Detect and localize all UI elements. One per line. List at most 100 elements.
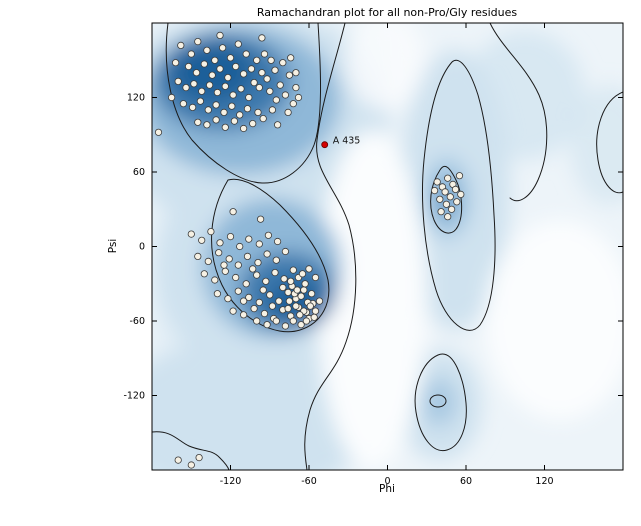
residue-point bbox=[221, 123, 229, 131]
y-tick-label: 120 bbox=[127, 93, 145, 104]
residue-point bbox=[453, 198, 461, 206]
residue-point bbox=[187, 461, 195, 469]
residue-point bbox=[298, 270, 307, 278]
residue-point bbox=[249, 120, 257, 128]
residue-point bbox=[253, 271, 261, 279]
residue-point bbox=[276, 81, 284, 89]
residue-point bbox=[200, 270, 208, 278]
y-tick-label: 60 bbox=[133, 167, 145, 178]
residue-point bbox=[285, 297, 293, 305]
x-tick-label: 120 bbox=[535, 476, 553, 487]
residue-point bbox=[245, 293, 253, 301]
residue-point bbox=[240, 70, 248, 78]
residue-point bbox=[275, 297, 283, 305]
residue-points-layer bbox=[154, 31, 465, 469]
residue-point bbox=[219, 44, 227, 52]
residue-point bbox=[206, 81, 214, 89]
residue-point bbox=[268, 106, 276, 114]
y-tick-label: -60 bbox=[129, 316, 145, 327]
residue-point bbox=[268, 302, 276, 310]
residue-point bbox=[263, 321, 271, 329]
residue-point bbox=[311, 273, 320, 282]
residue-point bbox=[284, 288, 292, 296]
plot-title: Ramachandran plot for all non-Pro/Gly re… bbox=[257, 6, 518, 19]
residue-point bbox=[255, 84, 263, 92]
residue-point bbox=[215, 249, 223, 257]
residue-point bbox=[433, 178, 441, 186]
residue-point bbox=[302, 317, 310, 325]
residue-point bbox=[297, 292, 305, 300]
x-tick-label: -120 bbox=[220, 476, 242, 487]
residue-point bbox=[240, 311, 248, 319]
top-right-contour bbox=[489, 23, 548, 202]
right-edge-contour bbox=[596, 91, 623, 194]
residue-point bbox=[254, 108, 262, 117]
residue-point bbox=[234, 287, 242, 295]
residue-point bbox=[437, 208, 445, 216]
residue-point bbox=[182, 84, 190, 92]
residue-point bbox=[234, 40, 242, 48]
residue-point bbox=[281, 247, 289, 256]
residue-point bbox=[168, 93, 176, 102]
highlighted-residue-label: A 435 bbox=[333, 136, 361, 147]
residue-point bbox=[232, 62, 240, 71]
residue-point bbox=[446, 193, 454, 201]
residue-point bbox=[229, 91, 237, 99]
residue-point bbox=[279, 59, 287, 67]
residue-point bbox=[315, 297, 324, 305]
residue-point bbox=[224, 295, 232, 303]
residue-point bbox=[229, 208, 237, 216]
residue-point bbox=[455, 172, 464, 180]
residue-point bbox=[281, 322, 289, 330]
residue-point bbox=[243, 252, 252, 260]
residue-point bbox=[430, 187, 439, 195]
residue-point bbox=[447, 205, 456, 213]
residue-point bbox=[187, 50, 195, 58]
residue-point bbox=[263, 75, 271, 83]
residue-point bbox=[264, 231, 272, 239]
residue-point bbox=[203, 46, 211, 54]
left-alpha-outer-contour bbox=[422, 59, 496, 331]
residue-point bbox=[258, 34, 266, 42]
residue-point bbox=[195, 453, 203, 462]
residue-point bbox=[190, 80, 198, 88]
y-axis-label: Psi bbox=[107, 239, 119, 254]
residue-point bbox=[297, 321, 305, 329]
residue-point bbox=[306, 302, 314, 310]
residue-point bbox=[224, 74, 232, 82]
residue-point bbox=[267, 56, 275, 64]
axes-layer: -120 -60 0 60 120 -120 -60 0 60 120 bbox=[123, 23, 623, 487]
residue-point bbox=[271, 268, 279, 277]
residue-point bbox=[204, 106, 212, 114]
residue-point bbox=[240, 297, 248, 305]
residue-point bbox=[307, 290, 316, 298]
residue-point bbox=[279, 283, 287, 292]
residue-point bbox=[236, 111, 244, 119]
residue-point bbox=[200, 60, 208, 68]
bottom-right-contour bbox=[414, 353, 467, 452]
residue-point bbox=[213, 88, 221, 97]
residue-point bbox=[212, 116, 220, 124]
residue-point bbox=[216, 65, 224, 73]
residue-point bbox=[221, 82, 229, 90]
residue-point bbox=[457, 190, 465, 198]
residue-point bbox=[250, 304, 258, 313]
residue-point bbox=[441, 188, 449, 196]
residue-point bbox=[247, 65, 255, 73]
y-tick-label: -120 bbox=[123, 391, 145, 402]
residue-point bbox=[289, 100, 297, 108]
residue-point bbox=[232, 273, 240, 282]
residue-point bbox=[292, 84, 300, 92]
residue-point bbox=[242, 280, 250, 288]
residue-point bbox=[444, 174, 452, 182]
residue-point bbox=[216, 31, 224, 40]
residue-point bbox=[187, 230, 195, 238]
residue-point bbox=[225, 255, 233, 263]
residue-point bbox=[254, 258, 262, 267]
residue-point bbox=[198, 87, 206, 95]
residue-point bbox=[289, 266, 297, 274]
residue-point bbox=[305, 265, 313, 273]
residue-point bbox=[211, 276, 219, 284]
residue-point bbox=[255, 298, 263, 306]
residue-point bbox=[177, 41, 185, 50]
